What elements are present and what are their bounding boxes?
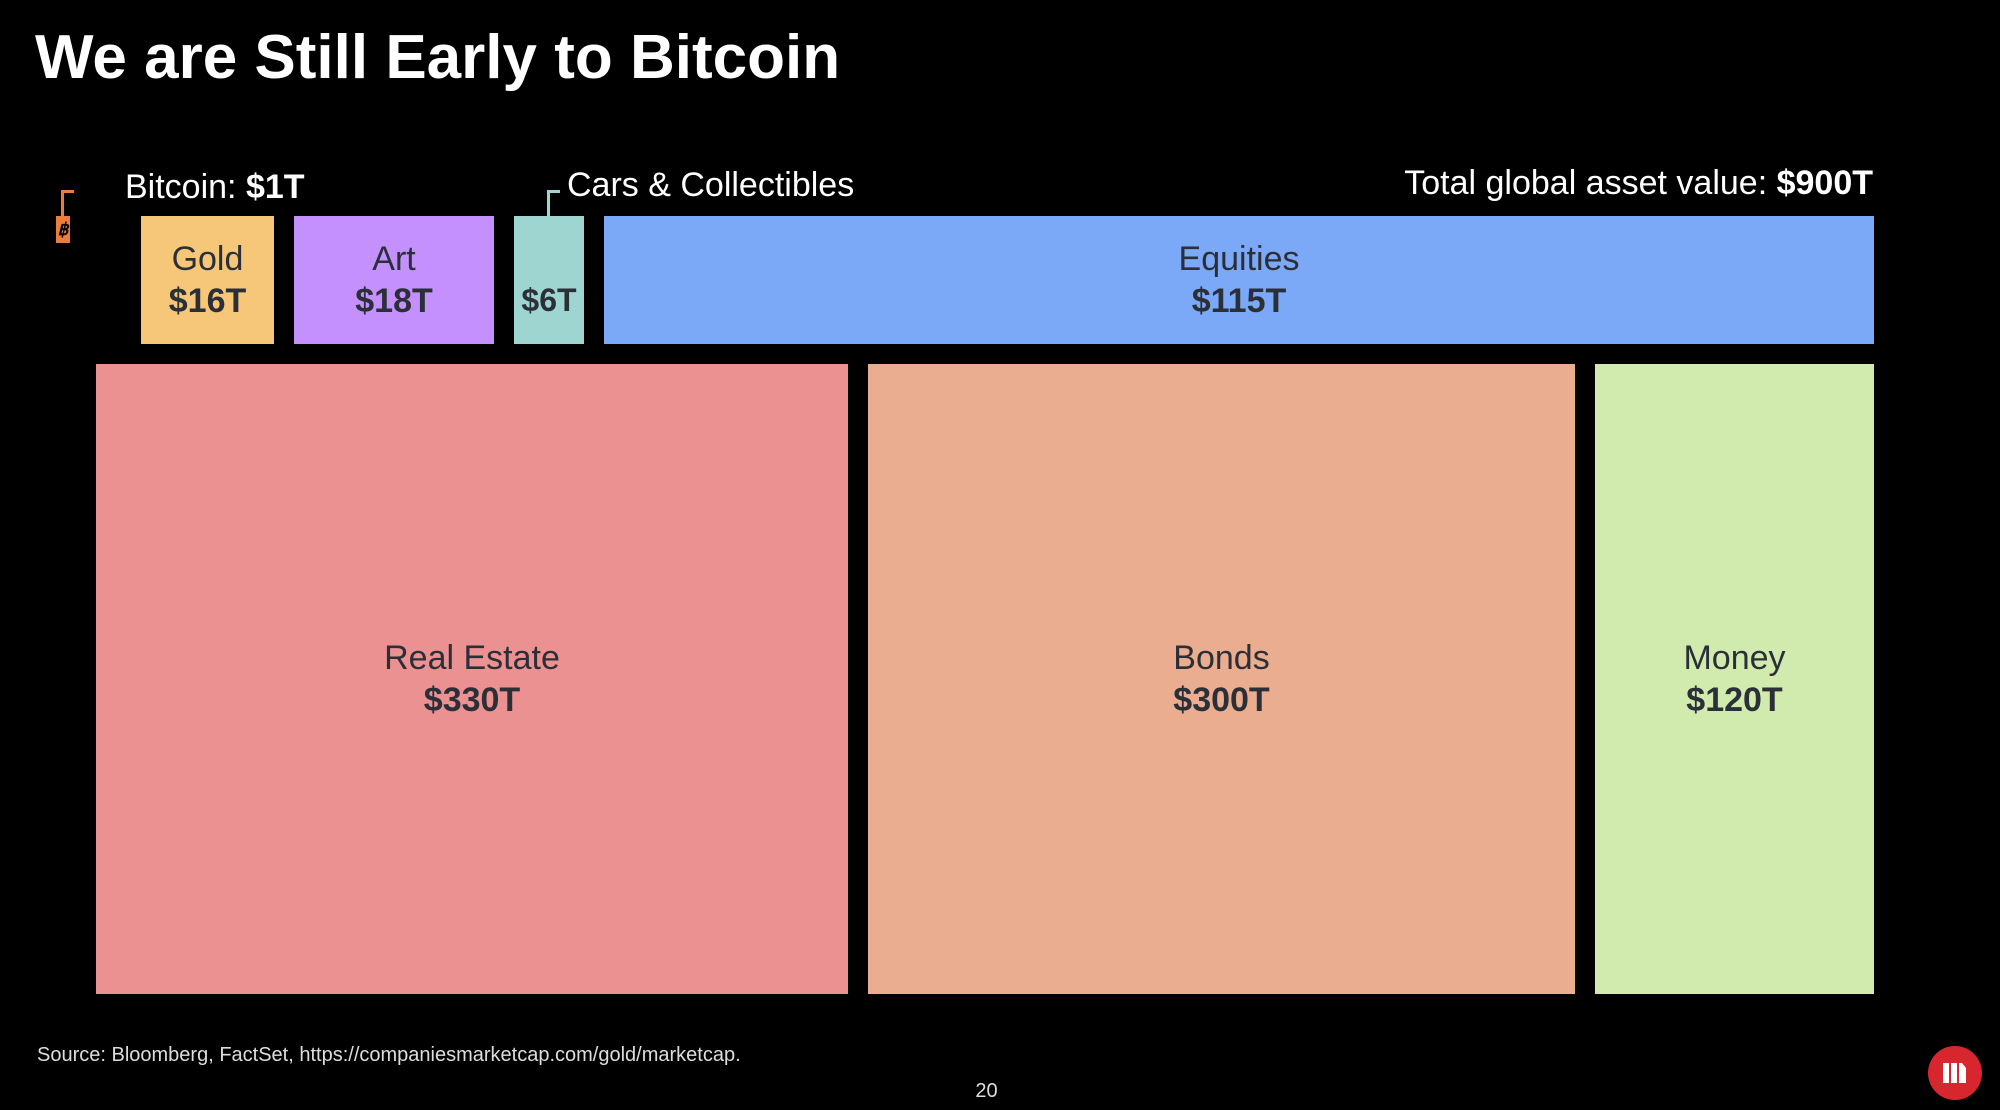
- tile-money: Money $120T: [1595, 364, 1874, 994]
- bitcoin-leader-line: [61, 190, 74, 219]
- tile-value: $115T: [1191, 282, 1287, 320]
- bitcoin-label: Bitcoin:: [125, 168, 246, 206]
- bitcoin-value: $1T: [245, 168, 305, 206]
- tile-value: $16T: [168, 282, 247, 320]
- tile-value: $300T: [1173, 681, 1270, 719]
- tile-label: Bonds: [1173, 639, 1270, 677]
- bitcoin-annotation: Bitcoin: $1T: [125, 168, 305, 207]
- logo-icon: [1928, 1046, 1982, 1100]
- page-number: 20: [975, 1080, 998, 1102]
- tile-bitcoin: ฿: [56, 216, 70, 243]
- page-title: We are Still Early to Bitcoin: [35, 23, 841, 92]
- tile-bonds: Bonds $300T: [868, 364, 1575, 994]
- tile-art: Art $18T: [294, 216, 494, 344]
- tile-label: Gold: [171, 240, 244, 278]
- tile-value: $6T: [521, 282, 577, 318]
- tile-value: $120T: [1686, 681, 1783, 719]
- total-value: $900T: [1776, 164, 1873, 202]
- tile-value: $18T: [355, 282, 433, 320]
- tile-gold: Gold $16T: [141, 216, 274, 344]
- tile-cars-collectibles: $6T: [514, 216, 584, 344]
- total-annotation: Total global asset value: $900T: [1404, 164, 1873, 203]
- total-label: Total global asset value:: [1404, 164, 1777, 202]
- cars-annotation: Cars & Collectibles: [567, 166, 855, 204]
- bitcoin-symbol-icon: ฿: [57, 219, 69, 239]
- source-note: Source: Bloomberg, FactSet, https://comp…: [37, 1044, 741, 1066]
- tile-real-estate: Real Estate $330T: [96, 364, 848, 994]
- tile-equities: Equities $115T: [604, 216, 1874, 344]
- tile-label: Equities: [1178, 240, 1300, 278]
- tile-label: Money: [1683, 639, 1786, 677]
- cars-leader-line: [547, 190, 560, 219]
- tile-label: Art: [372, 240, 416, 278]
- tile-value: $330T: [423, 681, 521, 719]
- tile-label: Real Estate: [384, 639, 560, 677]
